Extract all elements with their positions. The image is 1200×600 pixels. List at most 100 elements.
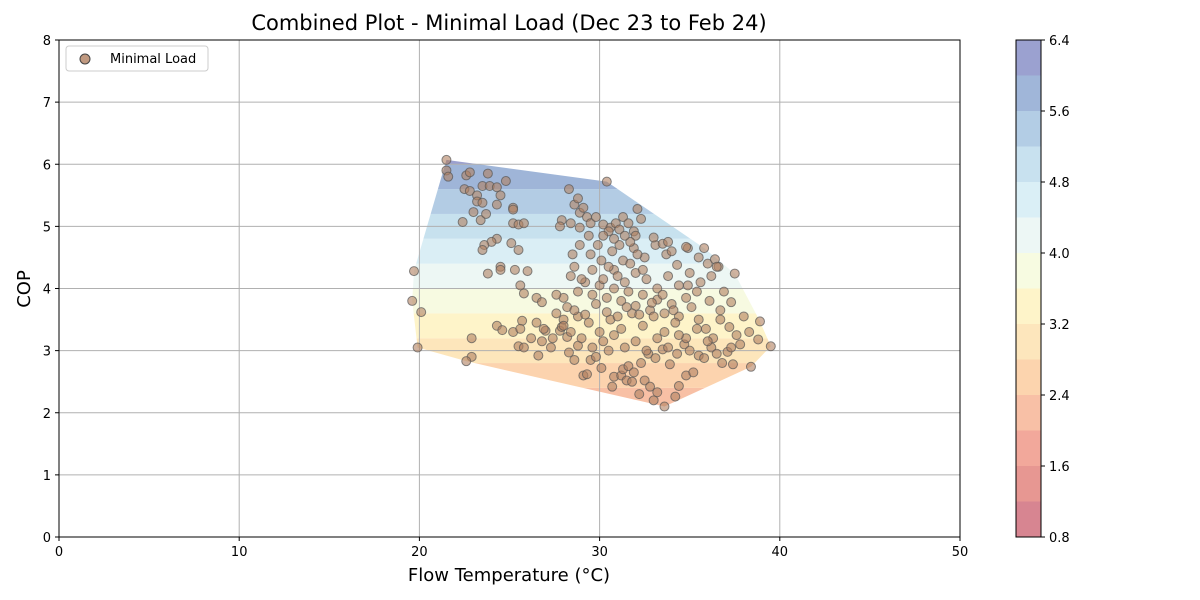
data-point <box>609 233 620 244</box>
colorbar-tick-label: 4.0 <box>1049 247 1070 262</box>
data-point <box>700 323 711 334</box>
y-axis-label: COP <box>14 270 35 308</box>
data-point <box>598 230 609 241</box>
data-point <box>497 325 508 336</box>
colorbar-tick-label: 4.8 <box>1049 176 1070 191</box>
data-point <box>702 336 713 347</box>
data-point <box>583 317 594 328</box>
data-point <box>623 218 634 229</box>
data-point <box>576 274 587 285</box>
data-point <box>632 203 643 214</box>
data-point <box>711 348 722 359</box>
data-point <box>673 381 684 392</box>
data-point <box>648 232 659 243</box>
data-point <box>531 317 542 328</box>
data-point <box>684 267 695 278</box>
data-point <box>558 320 569 331</box>
data-point <box>637 289 648 300</box>
grid <box>58 39 961 538</box>
colorbar-swatch <box>1016 359 1041 395</box>
colorbar-swatch <box>1016 324 1041 360</box>
data-point <box>686 302 697 313</box>
data-point <box>695 277 706 288</box>
data-point <box>715 314 726 325</box>
data-point <box>628 367 639 378</box>
data-point <box>578 202 589 213</box>
data-point <box>673 280 684 291</box>
data-point <box>663 342 674 353</box>
colorbar-tick-label: 3.2 <box>1049 318 1070 333</box>
data-point <box>551 289 562 300</box>
data-point <box>574 222 585 233</box>
data-point <box>632 249 643 260</box>
data-point <box>754 316 765 327</box>
data-point <box>724 322 735 333</box>
data-point <box>693 314 704 325</box>
data-point <box>408 266 419 277</box>
data-point <box>601 307 612 318</box>
data-point <box>727 359 738 370</box>
data-point <box>518 218 529 229</box>
data-point <box>744 326 755 337</box>
x-axis-label: Flow Temperature (°C) <box>408 565 610 586</box>
legend-label: Minimal Load <box>110 52 196 67</box>
data-point <box>513 244 524 255</box>
data-point <box>672 348 683 359</box>
data-point <box>682 280 693 291</box>
data-point <box>596 255 607 266</box>
data-point <box>594 326 605 337</box>
data-point <box>672 259 683 270</box>
data-point <box>666 246 677 257</box>
y-tick-label: 1 <box>43 469 51 484</box>
data-point <box>659 401 670 412</box>
data-point <box>616 323 627 334</box>
y-tick-label: 6 <box>43 158 51 173</box>
data-point <box>607 381 618 392</box>
data-point <box>443 171 454 182</box>
data-point <box>614 240 625 251</box>
colorbar-swatch <box>1016 466 1041 502</box>
data-point <box>518 288 529 299</box>
data-point <box>551 308 562 319</box>
data-point <box>603 345 614 356</box>
data-point <box>475 215 486 226</box>
data-point <box>618 212 629 223</box>
data-point <box>627 376 638 387</box>
data-point <box>664 359 675 370</box>
data-point <box>587 342 598 353</box>
data-point <box>745 361 756 372</box>
data-point <box>663 236 674 247</box>
colorbar-tick-label: 1.6 <box>1049 460 1070 475</box>
data-point <box>715 305 726 316</box>
data-point <box>590 351 601 362</box>
scatter-points <box>407 154 776 412</box>
data-point <box>641 274 652 285</box>
data-point <box>614 224 625 235</box>
data-point <box>587 264 598 275</box>
data-point <box>464 185 475 196</box>
colorbar-swatch <box>1016 395 1041 431</box>
colorbar-frame <box>1015 39 1042 538</box>
data-point <box>630 230 641 241</box>
data-point <box>693 252 704 263</box>
x-tick-label: 50 <box>952 545 969 560</box>
data-point <box>603 261 614 272</box>
colorbar-tick-label: 2.4 <box>1049 389 1070 404</box>
colorbar-swatch <box>1016 430 1041 466</box>
data-point <box>684 345 695 356</box>
data-point <box>477 244 488 255</box>
data-point <box>547 333 558 344</box>
x-tick-label: 30 <box>591 545 608 560</box>
data-point <box>659 308 670 319</box>
data-point <box>407 295 418 306</box>
data-point <box>565 326 576 337</box>
data-point <box>657 289 668 300</box>
colorbar-swatch <box>1016 217 1041 253</box>
data-point <box>717 358 728 369</box>
legend-frame <box>65 45 209 72</box>
data-point <box>706 271 717 282</box>
data-point <box>563 347 574 358</box>
data-point <box>569 305 580 316</box>
data-point <box>652 283 663 294</box>
